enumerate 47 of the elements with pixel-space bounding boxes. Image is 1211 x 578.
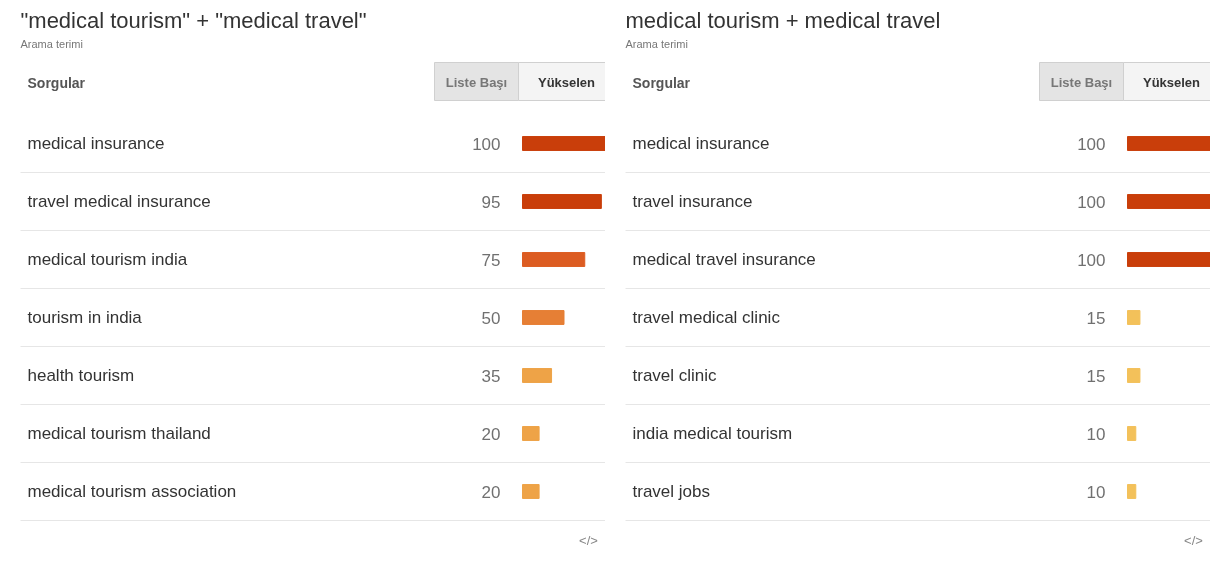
bar [522,368,553,383]
y-tick-label: tourism in india [27,308,143,327]
text: "medical tourism" + "medical travel" [20,8,367,33]
y-tick-label: medical tourism thailand [27,424,211,443]
text: Liste Başı [1050,75,1113,90]
data-label: 100 [1077,250,1106,270]
text: </> [1184,533,1203,548]
y-tick-label: india medical tourism [632,424,793,443]
data-label: 100 [1077,192,1106,212]
bar [522,194,602,209]
bar [522,426,540,441]
y-tick-label: travel medical clinic [632,308,781,327]
data-label: 50 [481,308,501,328]
text: medical tourism + medical travel [625,8,941,33]
text: Liste Başı [445,75,508,90]
y-tick-label: medical tourism association [27,482,237,501]
data-label: 100 [1077,134,1106,154]
data-label: 15 [1086,308,1106,328]
text: Sorgular [632,74,691,91]
y-tick-label: medical travel insurance [632,250,816,269]
data-label: 10 [1086,482,1106,502]
text: Arama terimi [625,37,688,50]
data-label: 20 [481,424,501,444]
text: Yükselen [537,75,596,90]
data-label: 35 [481,366,501,386]
text: Sorgular [27,74,86,91]
y-tick-label: travel clinic [632,366,718,385]
bar [522,310,565,325]
text: Yükselen [1142,75,1201,90]
data-label: 20 [481,482,501,502]
y-tick-label: travel insurance [632,192,753,211]
y-tick-label: medical tourism india [27,250,188,269]
y-tick-label: health tourism [27,366,135,385]
y-tick-label: medical insurance [27,134,165,153]
y-tick-label: medical insurance [632,134,770,153]
y-tick-label: travel jobs [632,482,710,501]
data-label: 95 [481,192,501,212]
text: </> [579,533,598,548]
bar [522,136,605,151]
bar [522,252,586,267]
y-tick-label: travel medical insurance [27,192,211,211]
bar [522,484,540,499]
text: Arama terimi [20,37,83,50]
data-label: 15 [1086,366,1106,386]
data-label: 100 [472,134,501,154]
data-label: 75 [481,250,501,270]
data-label: 10 [1086,424,1106,444]
